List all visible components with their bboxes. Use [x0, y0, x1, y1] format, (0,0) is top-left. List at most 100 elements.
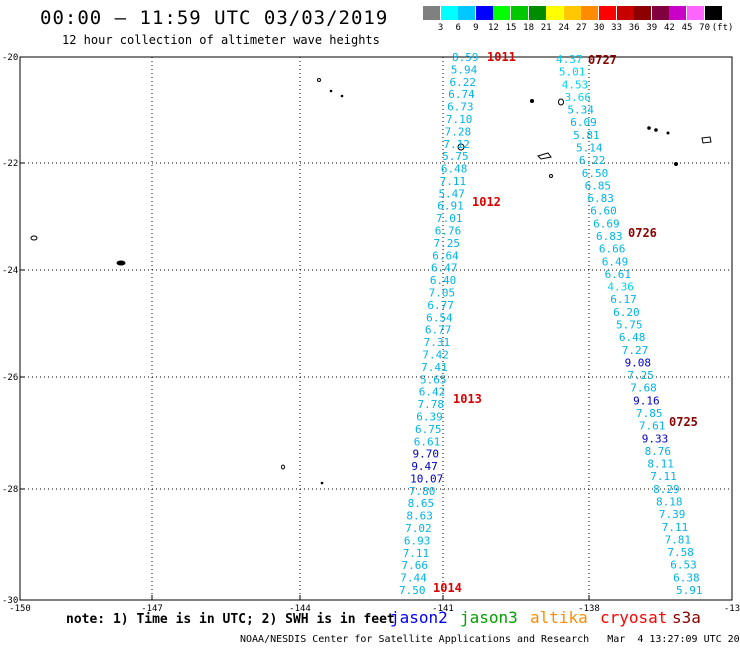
wave-height-value: 7.50	[399, 584, 426, 597]
wave-height-value: 5.81	[573, 129, 600, 142]
lat-tick-label: -24	[2, 266, 18, 276]
color-scale-label: 27	[575, 23, 587, 33]
wave-height-value: 7.28	[445, 125, 472, 138]
color-scale-swatch	[687, 6, 704, 20]
wave-height-value: 6.61	[605, 268, 632, 281]
wave-height-value: 7.11	[440, 175, 467, 188]
color-scale-swatch	[423, 6, 440, 20]
island	[30, 235, 38, 241]
color-scale-swatch	[511, 6, 528, 20]
lat-tick-label: -26	[2, 373, 18, 383]
island	[320, 481, 324, 485]
island	[329, 89, 333, 93]
wave-height-value: 6.50	[582, 167, 609, 180]
wave-height-value: 5.75	[616, 319, 643, 332]
wave-height-value: 9.47	[411, 460, 438, 473]
lon-tick-label: -144	[289, 604, 311, 614]
wave-height-value: 6.83	[587, 192, 614, 205]
wave-height-value: 7.61	[639, 420, 666, 433]
color-scale-label: 70	[699, 23, 711, 33]
wave-height-value: 4.37	[556, 53, 583, 66]
wave-height-value: 8.59	[452, 51, 479, 64]
credit-line: NOAA/NESDIS Center for Satellite Applica…	[240, 634, 740, 645]
color-scale-swatch	[458, 6, 476, 20]
wave-height-value: 6.42	[419, 386, 446, 399]
wave-height-value: 6.49	[602, 255, 629, 268]
island-outlines	[30, 78, 712, 485]
wave-height-value: 7.11	[650, 470, 677, 483]
color-scale-swatch	[493, 6, 511, 20]
pass-time-label: 1012	[472, 195, 501, 209]
wave-height-value: 6.48	[619, 331, 646, 344]
note-text: note: 1) Time is in UTC; 2) SWH is in fe…	[66, 612, 395, 627]
axis-ticks	[19, 56, 733, 601]
color-scale-swatch	[651, 6, 669, 20]
color-scale-swatch	[581, 6, 599, 20]
wave-height-value: 6.77	[425, 324, 452, 337]
lon-tick-label: -13	[724, 604, 740, 614]
legend-item-jason2: jason2	[390, 608, 448, 627]
wave-height-value: 6.61	[414, 435, 441, 448]
wave-height-value: 9.16	[633, 394, 660, 407]
lat-tick-label: -20	[2, 53, 18, 63]
wave-height-value: 5.75	[442, 150, 469, 163]
wave-height-value: 6.64	[432, 249, 459, 262]
wave-height-value: 4.53	[562, 78, 589, 91]
wave-height-value: 6.76	[435, 225, 462, 238]
wave-height-value: 6.93	[404, 534, 431, 547]
color-scale-label: 21	[540, 23, 552, 33]
wave-height-value: 6.47	[431, 262, 458, 275]
island	[340, 94, 344, 98]
color-scale-label: 45	[681, 23, 693, 33]
lat-tick-label: -28	[2, 485, 18, 495]
wave-height-value: 6.60	[590, 205, 617, 218]
wave-height-value: 4.36	[607, 281, 634, 294]
color-scale-swatch	[704, 6, 722, 20]
island	[654, 128, 658, 132]
pass-time-label: 1013	[453, 392, 482, 406]
island	[558, 98, 564, 106]
wave-height-value: 9.70	[413, 448, 440, 461]
map-title: 00:00 – 11:59 UTC 03/03/2019	[40, 7, 389, 29]
altimeter-track-east: 4.375.014.533.665.346.095.815.146.226.50…	[556, 53, 703, 597]
wave-height-value: 6.39	[416, 410, 443, 423]
wave-height-value: 7.78	[417, 398, 444, 411]
color-scale-swatch	[528, 6, 546, 20]
wave-height-value: 7.25	[627, 369, 654, 382]
wave-height-value: 6.69	[593, 217, 620, 230]
wave-height-value: 6.22	[450, 76, 477, 89]
island	[281, 464, 285, 470]
color-scale-label: 3	[437, 23, 444, 33]
wave-height-value: 7.11	[403, 547, 430, 560]
wave-height-value: 6.20	[613, 306, 640, 319]
wave-height-value: 5.94	[451, 63, 478, 76]
wave-height-value: 7.02	[405, 522, 432, 535]
wave-height-value: 7.80	[409, 485, 436, 498]
pass-time-label: 1014	[433, 581, 462, 595]
wave-height-value: 7.42	[422, 348, 449, 361]
wave-height-value: 6.73	[447, 101, 474, 114]
lon-tick-label: -138	[578, 604, 600, 614]
wave-height-value: 6.09	[570, 116, 597, 129]
color-scale-label: 12	[487, 23, 499, 33]
island	[701, 136, 712, 144]
island	[674, 162, 678, 166]
color-scale-swatch	[440, 6, 458, 20]
wave-height-value: 6.38	[673, 571, 700, 584]
wave-height-value: 7.41	[421, 361, 448, 374]
pass-time-label: 0726	[628, 226, 657, 240]
wave-height-value: 7.01	[436, 212, 463, 225]
color-scale-label: 6	[455, 23, 461, 33]
wave-height-value: 6.75	[415, 423, 442, 436]
color-scale-label: 18	[523, 23, 535, 33]
legend-item-altika: altika	[530, 608, 588, 627]
island	[116, 260, 126, 266]
lon-tick-label: -147	[141, 604, 163, 614]
wave-height-value: 6.91	[437, 200, 464, 213]
wave-height-value: 6.53	[670, 559, 697, 572]
wave-height-value: 7.27	[622, 344, 649, 357]
island	[457, 143, 465, 151]
island	[537, 152, 552, 160]
wave-height-value: 9.33	[642, 432, 669, 445]
